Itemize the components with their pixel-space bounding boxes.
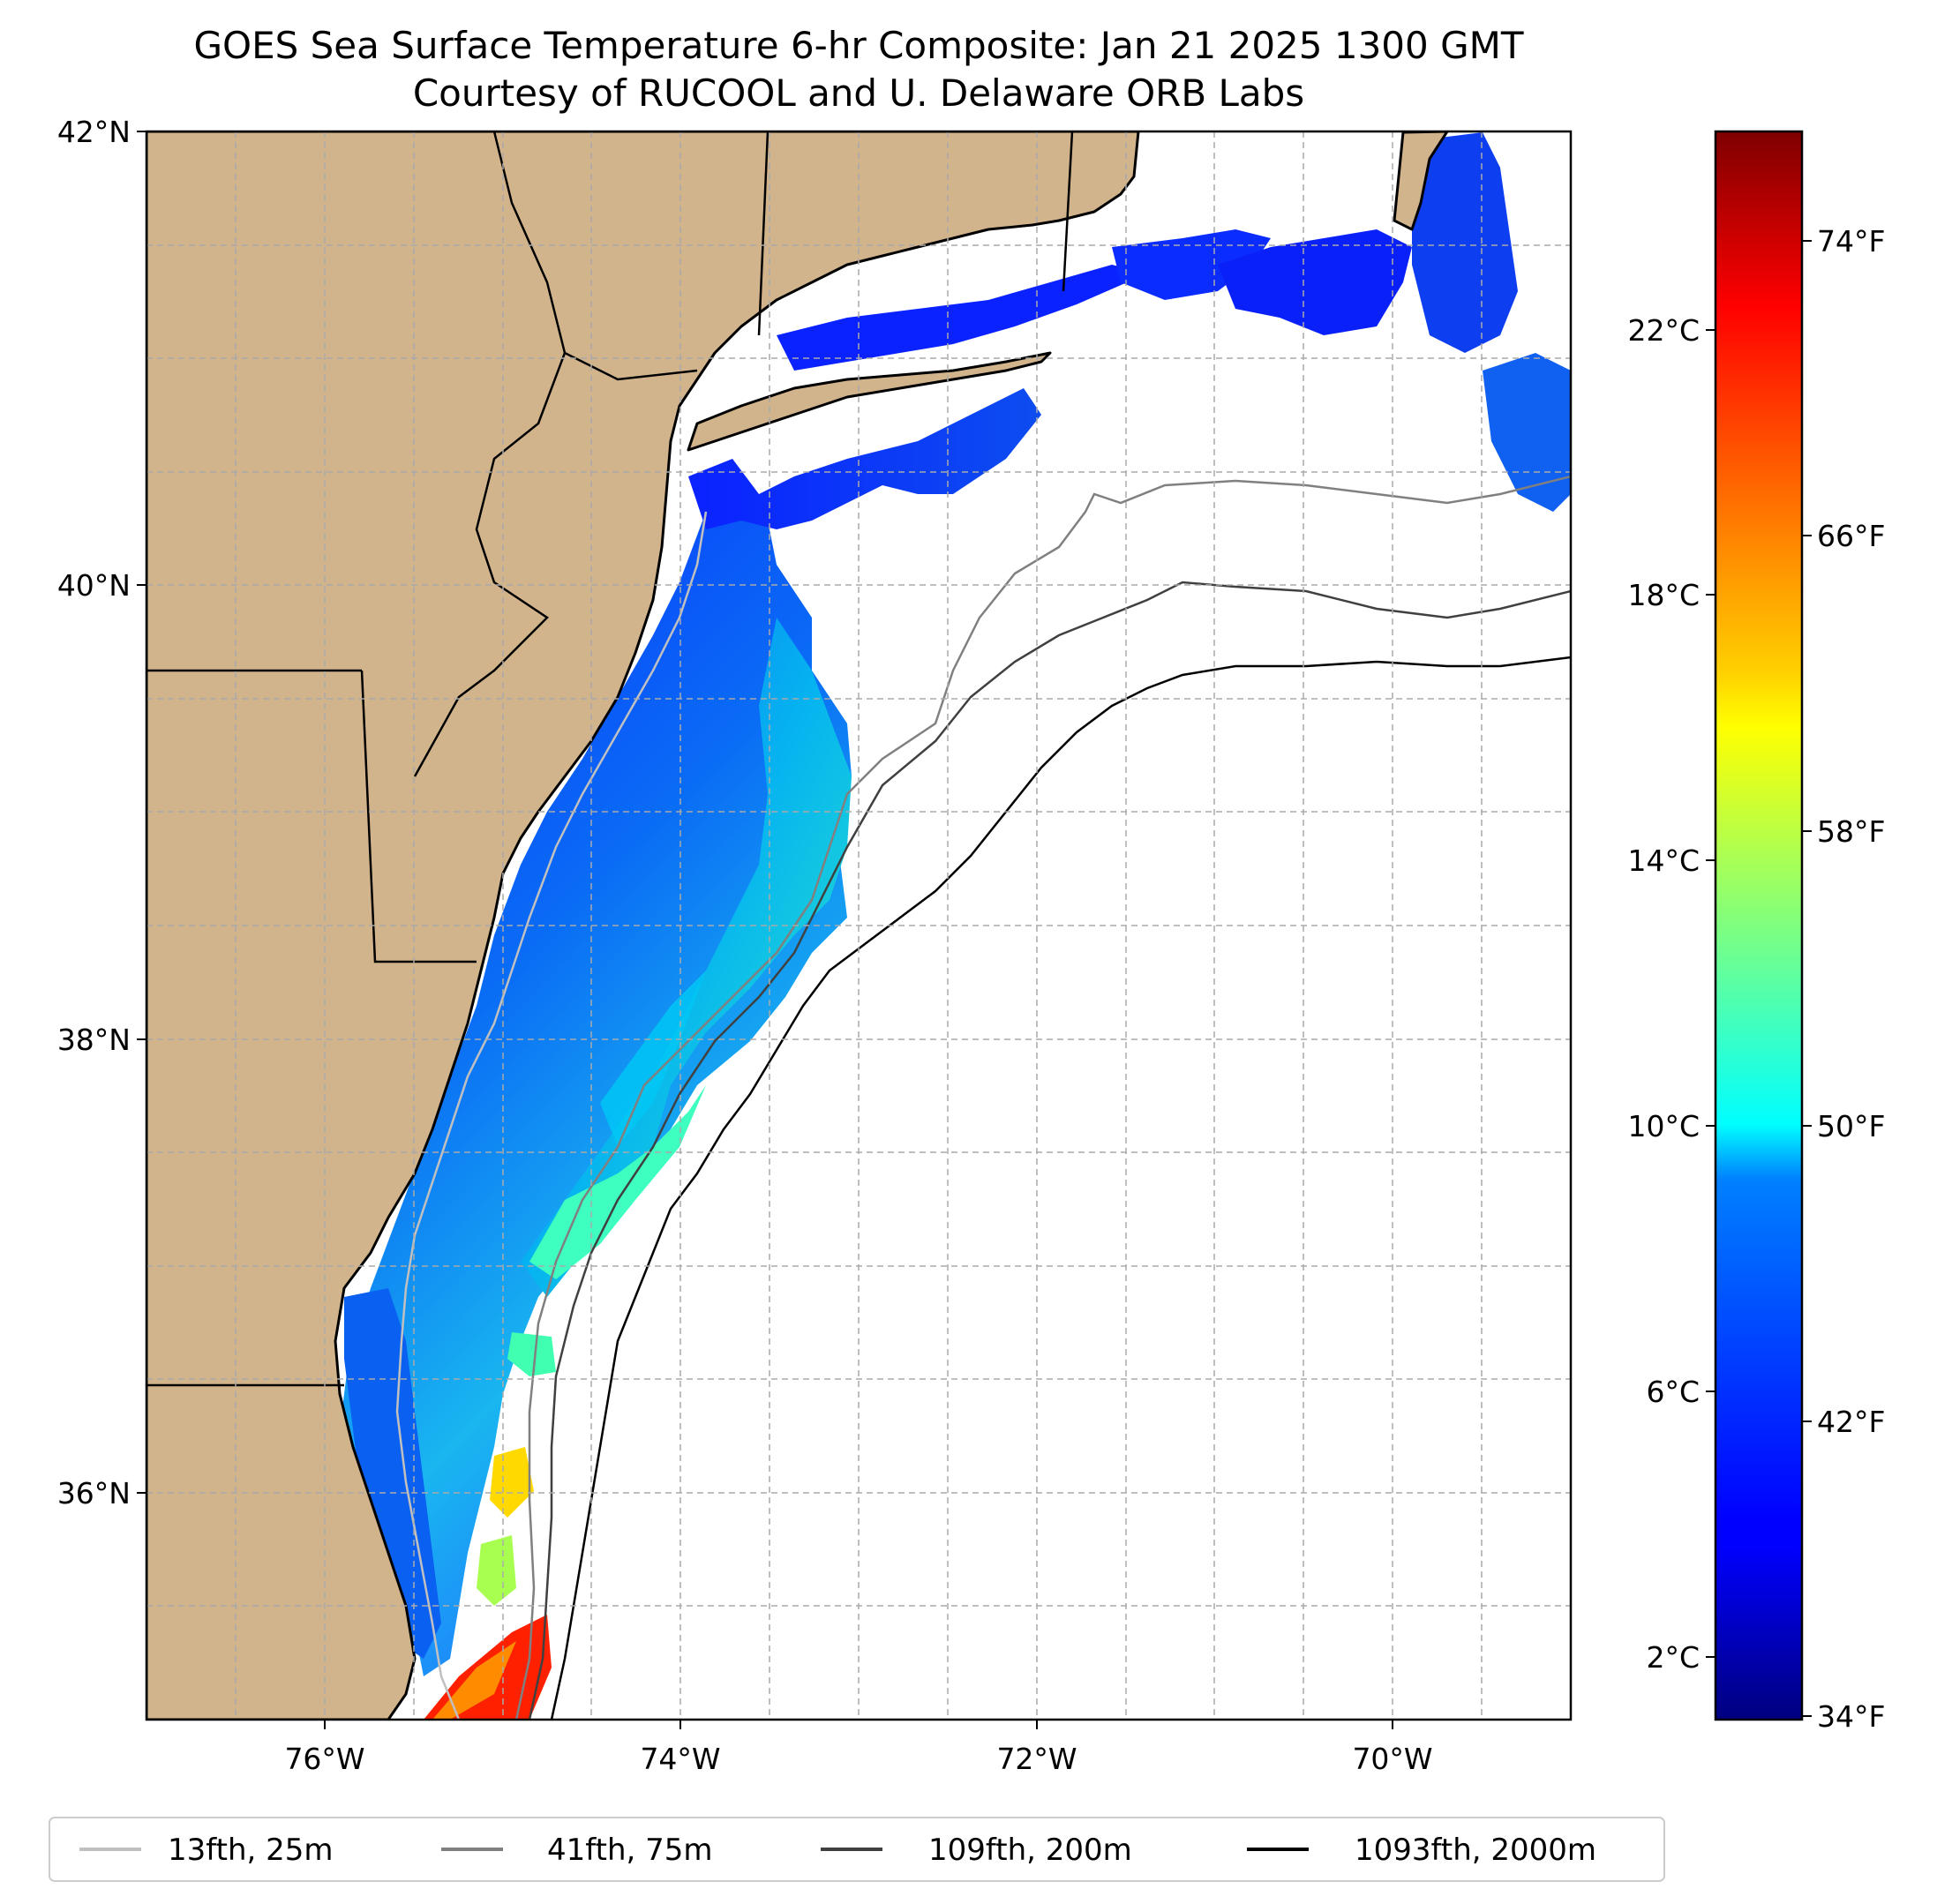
legend-item-25m: 13fth, 25m [79, 1833, 334, 1868]
lat-tick-label: 38°N [57, 1023, 131, 1057]
legend-label: 13fth, 25m [168, 1833, 334, 1868]
sst-nc-coast [344, 1288, 441, 1659]
lon-tick-label: 76°W [284, 1742, 364, 1776]
lon-tick-76: 76°W [284, 1720, 365, 1776]
sst-ny-bight [688, 388, 1041, 529]
legend-item-2000m: 1093fth, 2000m [1247, 1833, 1596, 1868]
sst-southern-ne [1218, 229, 1412, 335]
contour-200m [528, 581, 1571, 1720]
colorbar-gradient [1714, 130, 1804, 1721]
sst-shelf-main [340, 512, 852, 1676]
lat-tick-label: 40°N [57, 568, 131, 603]
colorbar-celsius-ticks: 2°C 6°C 10°C 14°C 18°C 22°C [1627, 313, 1716, 1675]
state-borders [146, 131, 1074, 1387]
sst-sound [1112, 229, 1271, 300]
legend-label: 1093fth, 2000m [1355, 1833, 1596, 1868]
lon-tick-label: 72°W [996, 1742, 1077, 1776]
contour-75m [514, 475, 1571, 1720]
lon-tick-74: 74°W [640, 1720, 721, 1776]
border-nj-pa [413, 352, 567, 777]
contour-legend: 13fth, 25m 41fth, 75m 109fth, 200m 1093f… [49, 1817, 1665, 1882]
lat-tick-label: 36°N [57, 1476, 131, 1510]
fahrenheit-tick-label: 42°F [1817, 1405, 1885, 1439]
sst-cape-cod [1412, 132, 1518, 353]
figure-title-line2: Courtesy of RUCOOL and U. Delaware ORB L… [413, 71, 1304, 115]
fahrenheit-tick-label: 66°F [1817, 519, 1885, 553]
celsius-tick-label: 2°C [1646, 1640, 1700, 1675]
contour-25m [395, 511, 708, 1720]
lat-tick-42: 42°N [57, 115, 146, 149]
celsius-tick-label: 18°C [1627, 578, 1700, 612]
colorbar-fahrenheit-ticks: 34°F 42°F 50°F 58°F 66°F 74°F [1802, 224, 1885, 1734]
lon-tick-70: 70°W [1352, 1720, 1433, 1776]
fahrenheit-tick-label: 34°F [1817, 1699, 1885, 1734]
figure-title-line1: GOES Sea Surface Temperature 6-hr Compos… [193, 24, 1523, 67]
legend-item-75m: 41fth, 75m [441, 1833, 713, 1868]
colorbar: 2°C 6°C 10°C 14°C 18°C 22°C 34°F 42°F 50… [1627, 130, 1885, 1734]
celsius-tick-label: 14°C [1627, 843, 1700, 878]
border-de-md [360, 670, 477, 963]
sst-yellow-patch [490, 1447, 534, 1518]
sst-mid-shelf [600, 971, 706, 1147]
sst-cyan-patch [529, 1085, 706, 1279]
fahrenheit-tick-label: 50°F [1817, 1109, 1885, 1143]
sst-green-patch-1 [507, 1332, 556, 1376]
map-frame [145, 130, 1573, 1721]
lon-tick-label: 70°W [1352, 1742, 1432, 1776]
lat-tick-label: 42°N [57, 115, 131, 149]
sst-orange-patch [432, 1641, 516, 1720]
land-cape-cod-peninsula [1393, 131, 1449, 231]
legend-item-200m: 109fth, 200m [821, 1833, 1132, 1868]
legend-label: 109fth, 200m [928, 1833, 1132, 1868]
lon-axis: 76°W 74°W 72°W 70°W [284, 1720, 1433, 1776]
border-ny-ct [757, 131, 770, 336]
legend-label: 41fth, 75m [547, 1833, 713, 1868]
celsius-tick-label: 22°C [1627, 313, 1700, 348]
fahrenheit-tick-label: 58°F [1817, 814, 1885, 849]
map-panel [146, 131, 1571, 1720]
bathymetry-contours [395, 475, 1571, 1720]
lon-tick-label: 74°W [640, 1742, 720, 1776]
sst-long-island-south [777, 265, 1147, 371]
sst-green-patch-2 [477, 1535, 516, 1606]
lat-axis: 36°N 38°N 40°N 42°N [57, 115, 146, 1510]
celsius-tick-label: 6°C [1646, 1375, 1700, 1409]
lat-tick-40: 40°N [57, 568, 146, 603]
lat-tick-36: 36°N [57, 1476, 146, 1510]
celsius-tick-label: 10°C [1627, 1109, 1700, 1143]
border-ct-ri [1062, 131, 1074, 292]
sst-outer-shelf [521, 618, 852, 1297]
gridlines [146, 131, 1571, 1720]
fahrenheit-tick-label: 74°F [1817, 224, 1885, 259]
border-pa-ny [492, 131, 698, 381]
lon-tick-72: 72°W [996, 1720, 1077, 1776]
land-long-island [687, 351, 1052, 452]
lat-tick-38: 38°N [57, 1023, 146, 1057]
contour-2000m [550, 656, 1571, 1720]
